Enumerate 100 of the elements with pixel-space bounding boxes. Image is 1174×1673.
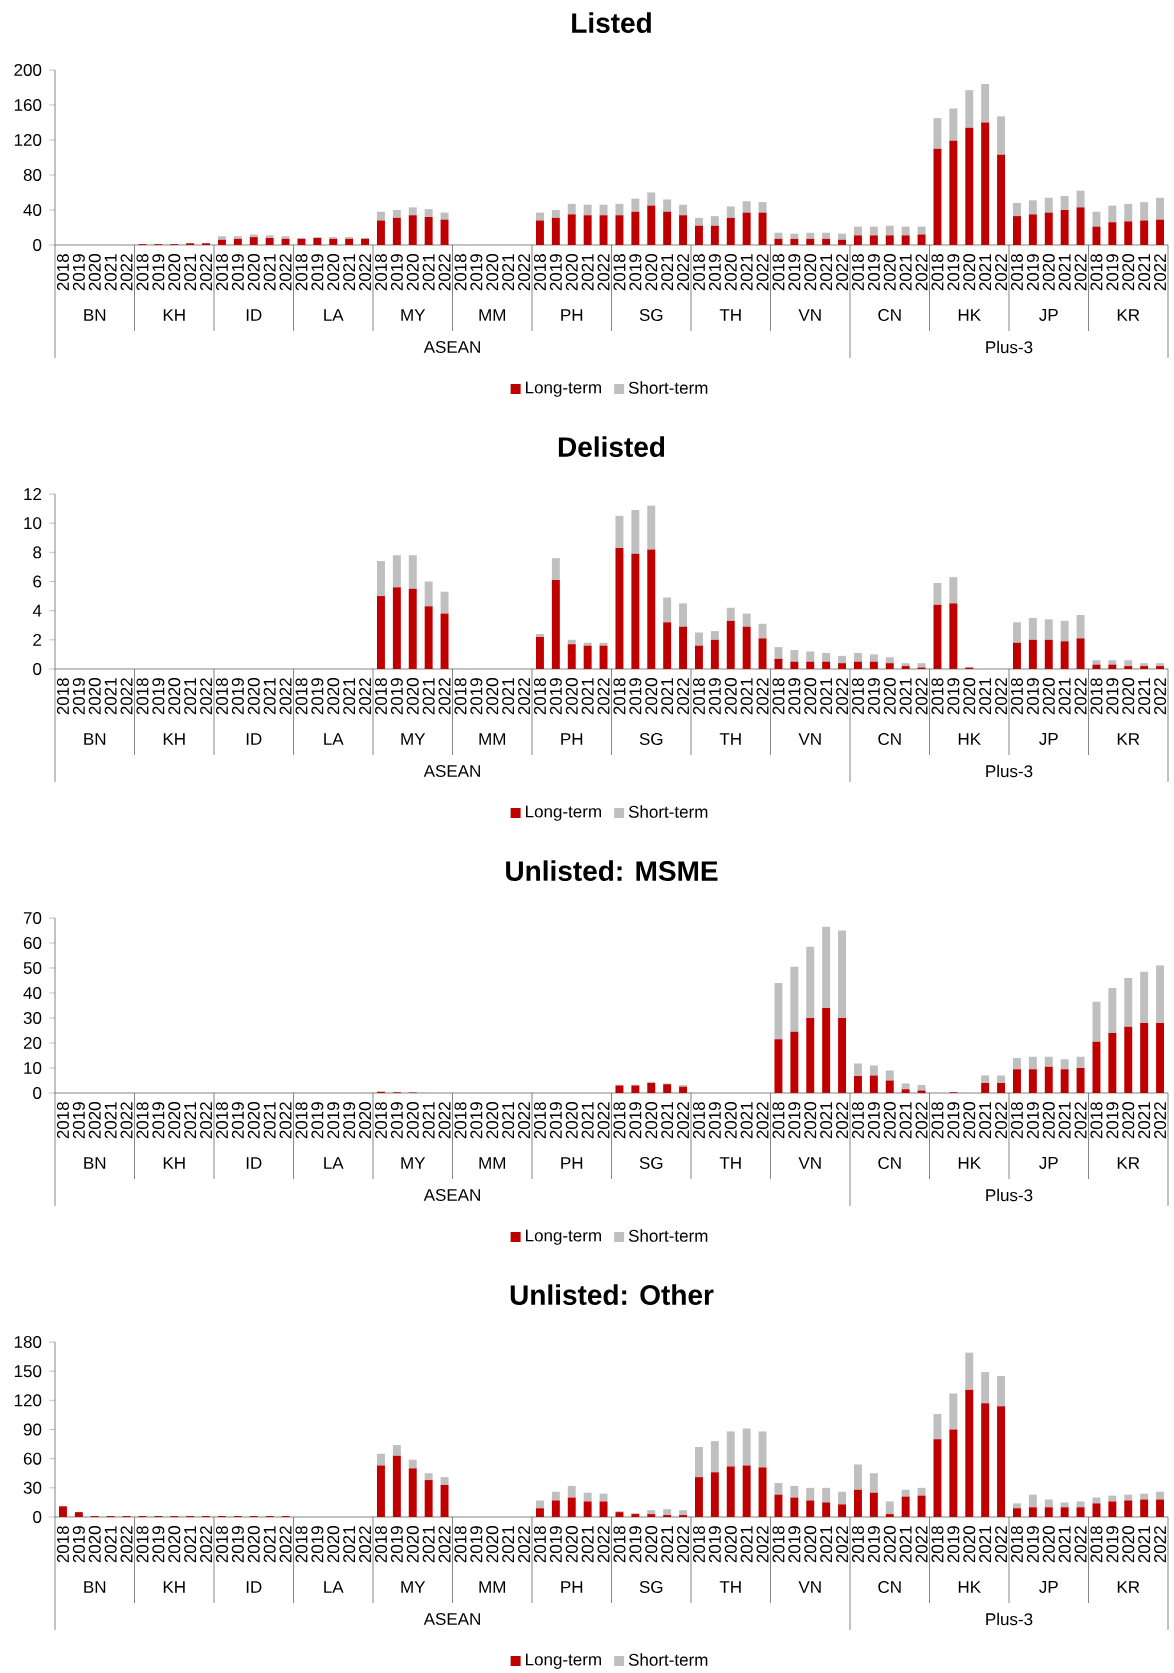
x-tick-label: 2018 (454, 254, 467, 291)
x-tick-label: 2022 (279, 678, 292, 715)
x-tick-label: 2018 (1010, 1526, 1023, 1563)
x-tick-label: 2022 (1074, 678, 1087, 715)
x-tick-label: 2019 (788, 1102, 801, 1139)
text: ID (246, 1581, 262, 1593)
text: BN (84, 1157, 106, 1169)
x-tick-label: 2021 (263, 678, 276, 715)
x-tick-label: 2019 (231, 678, 244, 715)
x-tick-label: 2021 (104, 1526, 117, 1563)
x-tick-label: 2021 (343, 678, 356, 715)
text: CN (878, 732, 901, 745)
x-tick-label: 2019 (470, 1102, 483, 1139)
x-tick-label: 2022 (915, 1526, 928, 1563)
x-tick-label: 2021 (263, 1102, 276, 1139)
x-tick-label: 2021 (184, 1102, 197, 1139)
x-tick-label: 2020 (883, 1526, 896, 1563)
y-tick-label: 160 (14, 98, 42, 111)
x-tick-label: 2021 (184, 254, 197, 291)
x-tick-label: 2019 (72, 254, 85, 291)
y-tick-label: 0 (33, 662, 42, 675)
text: ASEAN (423, 1188, 480, 1201)
x-tick-label: 2022 (359, 1526, 372, 1563)
x-tick-label: 2018 (851, 1102, 864, 1139)
text: SG (639, 1156, 663, 1169)
x-tick-label: 2022 (995, 678, 1008, 715)
text: MY (401, 1581, 426, 1593)
text: MM (479, 733, 506, 745)
x-tick-label: 2022 (359, 254, 372, 291)
text: LA (324, 733, 344, 745)
x-tick-label: 2020 (645, 678, 658, 715)
x-tick-label: 2019 (1106, 254, 1119, 291)
x-tick-label: 2020 (486, 1526, 499, 1563)
text: Plus-3 (986, 764, 1033, 778)
x-tick-label: 2020 (963, 254, 976, 291)
x-tick-label: 2018 (931, 678, 944, 715)
x-tick-label: 2018 (215, 1526, 228, 1563)
text: MM (479, 309, 506, 321)
x-tick-label: 2022 (915, 1102, 928, 1139)
x-tick-label: 2022 (438, 678, 451, 715)
x-tick-label: 2020 (883, 678, 896, 715)
y-tick-label: 10 (24, 1061, 42, 1074)
x-tick-label: 2022 (438, 1102, 451, 1139)
y-tick-label: 40 (23, 203, 42, 216)
text: HK (958, 1581, 981, 1593)
x-tick-label: 2021 (502, 254, 515, 291)
x-tick-label: 2019 (708, 254, 721, 291)
x-tick-label: 2022 (995, 254, 1008, 291)
y-tick-label: 6 (33, 575, 42, 588)
x-tick-label: 2021 (820, 1102, 833, 1139)
x-tick-label: 2021 (740, 254, 753, 291)
x-tick-label: 2018 (295, 254, 308, 291)
legend-label: Short-term (628, 381, 708, 394)
x-tick-label: 2020 (486, 678, 499, 715)
x-tick-label: 2020 (804, 1102, 817, 1139)
x-tick-label: 2021 (1138, 1526, 1151, 1563)
text: TH (719, 309, 741, 321)
text: ASEAN (423, 340, 480, 353)
x-tick-label: 2020 (168, 1102, 181, 1139)
y-tick-label: 8 (33, 546, 42, 559)
x-tick-label: 2018 (931, 254, 944, 291)
x-tick-label: 2020 (645, 1102, 658, 1139)
x-tick-label: 2019 (867, 254, 880, 291)
x-tick-label: 2018 (613, 678, 626, 715)
text: ID (246, 309, 262, 321)
x-tick-label: 2020 (327, 1526, 340, 1563)
text: PH (561, 309, 583, 321)
x-tick-label: 2018 (851, 1526, 864, 1563)
text: MY (401, 733, 426, 745)
x-tick-label: 2020 (724, 254, 737, 291)
x-tick-label: 2018 (295, 678, 308, 715)
x-tick-label: 2018 (613, 254, 626, 291)
x-tick-label: 2022 (756, 678, 769, 715)
x-tick-label: 2018 (136, 254, 149, 291)
x-tick-label: 2021 (899, 1526, 912, 1563)
x-tick-label: 2020 (645, 1526, 658, 1563)
x-tick-label: 2022 (1154, 254, 1167, 291)
text: KR (1117, 309, 1140, 321)
text: SG (639, 1580, 663, 1593)
chart-title: Unlisted: Other (510, 1284, 714, 1305)
text: VN (798, 309, 821, 321)
y-tick-label: 0 (33, 1510, 42, 1523)
x-tick-label: 2021 (581, 1526, 594, 1563)
x-tick-label: 2019 (72, 1102, 85, 1139)
x-tick-label: 2018 (454, 678, 467, 715)
text: LA (324, 1581, 344, 1593)
x-tick-label: 2019 (390, 678, 403, 715)
y-tick-label: 50 (23, 961, 42, 974)
y-tick-label: 4 (32, 604, 42, 617)
x-tick-label: 2022 (677, 1526, 690, 1563)
y-tick-label: 0 (33, 1086, 42, 1099)
x-tick-label: 2019 (390, 1526, 403, 1563)
x-tick-label: 2018 (215, 678, 228, 715)
x-tick-label: 2022 (836, 1526, 849, 1563)
x-tick-label: 2018 (454, 1102, 467, 1139)
x-tick-label: 2018 (56, 678, 69, 715)
x-tick-label: 2021 (1058, 1102, 1071, 1139)
x-tick-label: 2019 (947, 1526, 960, 1563)
x-tick-label: 2021 (422, 1102, 435, 1139)
legend-label: Short-term (628, 1229, 708, 1242)
